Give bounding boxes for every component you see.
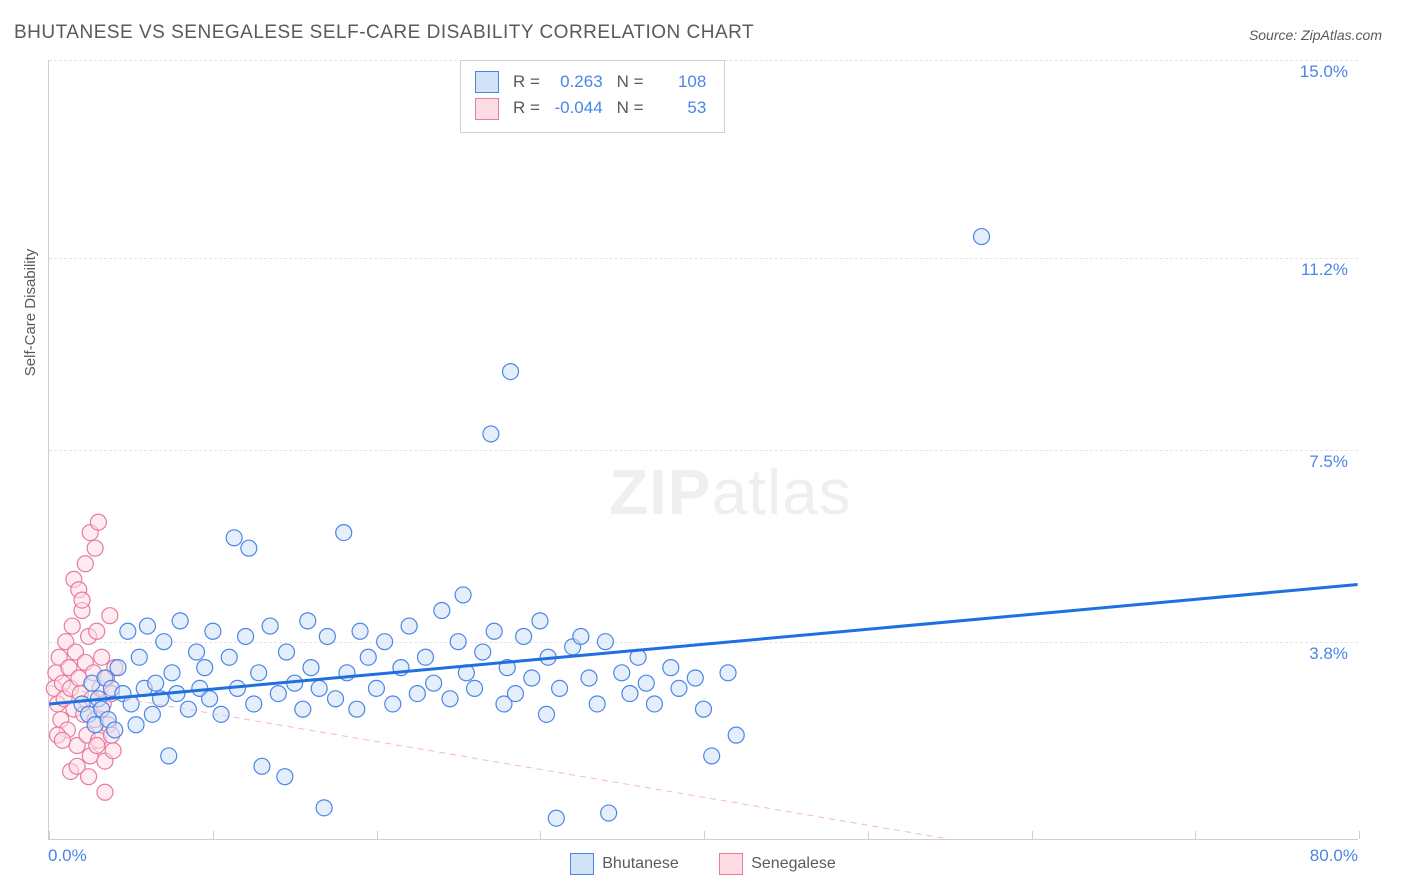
legend: Bhutanese Senegalese [48,853,1358,880]
stats-row-b: R = -0.044 N = 53 [475,95,706,121]
swatch-series-b [475,98,499,120]
legend-item-b: Senegalese [719,853,836,875]
stats-row-a: R = 0.263 N = 108 [475,69,706,95]
y-axis-label: Self-Care Disability [22,249,39,377]
swatch-series-a [475,71,499,93]
chart-title: BHUTANESE VS SENEGALESE SELF-CARE DISABI… [14,22,754,44]
stats-box: R = 0.263 N = 108 R = -0.044 N = 53 [460,60,725,133]
swatch-series-b [719,853,743,875]
plot-area: ZIPatlas 3.8%7.5%11.2%15.0% [48,60,1358,840]
legend-item-a: Bhutanese [570,853,679,875]
source-attribution: Source: ZipAtlas.com [1249,27,1382,43]
chart-svg [49,60,1358,839]
swatch-series-a [570,853,594,875]
